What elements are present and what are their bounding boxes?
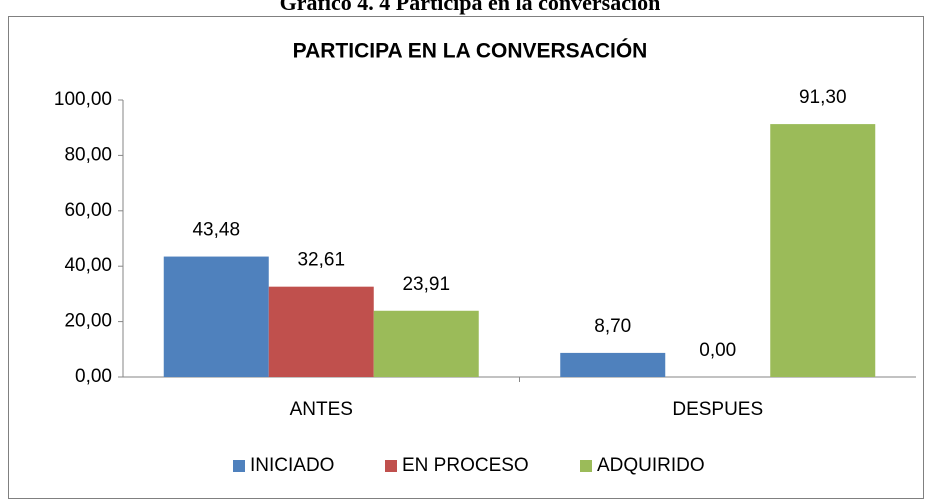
chart-title: PARTICIPA EN LA CONVERSACIÓN	[293, 39, 648, 63]
y-tick-label: 80,00	[64, 144, 112, 165]
value-label: 43,48	[192, 220, 240, 241]
legend-label: INICIADO	[250, 455, 334, 476]
x-tick-label: DESPUES	[672, 399, 763, 420]
value-label: 91,30	[799, 87, 847, 108]
legend-label: EN PROCESO	[402, 455, 529, 476]
legend-swatch	[580, 460, 592, 472]
legend-swatch	[233, 460, 245, 472]
y-tick-label: 0,00	[75, 366, 112, 387]
y-tick-label: 60,00	[64, 200, 112, 221]
value-label: 32,61	[297, 250, 345, 271]
bar	[770, 124, 876, 377]
y-tick-label: 20,00	[64, 311, 112, 332]
value-label: 23,91	[402, 274, 450, 295]
bar	[163, 256, 269, 377]
x-tick-label: ANTES	[290, 399, 353, 420]
bar	[560, 352, 666, 377]
value-label: 0,00	[699, 340, 736, 361]
bar	[268, 286, 374, 377]
legend-label: ADQUIRIDO	[597, 455, 705, 476]
caption: Gráfico 4. 4 Participa en la conversació…	[280, 0, 661, 15]
bar	[373, 310, 479, 377]
y-tick-label: 100,00	[54, 89, 112, 110]
legend-swatch	[385, 460, 397, 472]
y-tick-label: 40,00	[64, 255, 112, 276]
value-label: 8,70	[594, 316, 631, 337]
